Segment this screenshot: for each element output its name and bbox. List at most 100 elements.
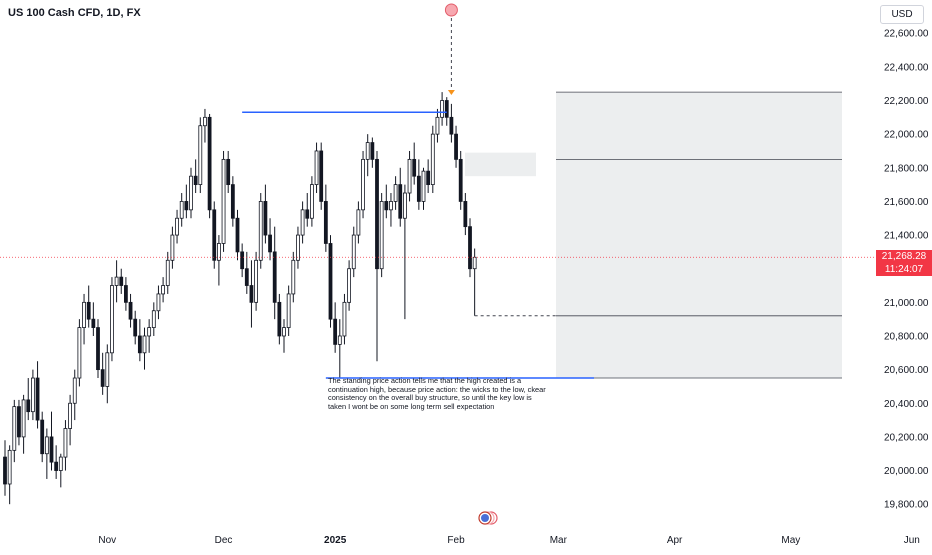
candle-body-18 [86, 301, 91, 320]
candle-body-54 [254, 259, 259, 303]
candle-body-100 [468, 226, 472, 270]
candle-body-15 [72, 377, 77, 404]
candle-body-95 [444, 100, 449, 118]
candle-body-0 [3, 456, 7, 485]
time-tick-label: May [781, 535, 800, 546]
price-tick-label: 22,400.00 [884, 62, 929, 73]
candle-body-38 [179, 201, 184, 219]
candle-body-4 [21, 399, 26, 438]
candle-body-78 [365, 142, 370, 160]
zones-layer [465, 91, 842, 379]
candle-body-49 [230, 184, 235, 219]
candle-body-69 [323, 201, 328, 244]
candle-body-80 [375, 158, 379, 270]
brain-icon [444, 3, 458, 17]
candle-body-28 [133, 318, 138, 337]
currency-selector[interactable]: USD [880, 5, 924, 24]
high-marker-triangle [447, 90, 455, 95]
candle-body-56 [263, 201, 268, 236]
candle-body-2 [12, 406, 17, 451]
price-tick-label: 20,200.00 [884, 432, 929, 443]
candle-body-52 [244, 268, 249, 286]
candle-body-37 [175, 217, 179, 236]
candle-body-53 [249, 285, 254, 303]
bar-countdown: 11:24:07 [884, 264, 924, 276]
price-tick-label: 21,400.00 [884, 231, 929, 242]
candle-body-48 [226, 158, 231, 186]
candle-body-33 [156, 293, 161, 312]
candle-body-74 [347, 268, 352, 303]
candle-body-6 [30, 377, 35, 413]
candle-body-47 [221, 158, 226, 244]
price-tick-label: 20,000.00 [884, 466, 929, 477]
candle-body-20 [96, 327, 100, 371]
flag-events-icon-center [481, 514, 489, 522]
candle-body-62 [291, 259, 296, 295]
candle-body-51 [240, 251, 245, 270]
candle-body-40 [189, 175, 193, 211]
candle-body-91 [426, 170, 431, 186]
current-price-value: 21,268.28 [881, 251, 927, 263]
candle-body-45 [212, 209, 217, 261]
price-tick-label: 20,400.00 [884, 399, 929, 410]
candle-body-34 [161, 285, 166, 295]
time-tick-label: Apr [667, 535, 683, 546]
candle-body-25 [119, 276, 124, 286]
candle-body-35 [165, 259, 170, 286]
candle-body-61 [286, 293, 291, 328]
candle-body-3 [17, 406, 21, 438]
candle-body-64 [300, 209, 305, 236]
price-tick-label: 21,800.00 [884, 163, 929, 174]
candle-body-27 [128, 301, 133, 320]
candle-body-71 [333, 318, 338, 345]
candle-body-19 [91, 318, 96, 328]
candle-body-75 [351, 234, 356, 270]
candle-body-26 [124, 285, 128, 303]
time-axis: Nov Dec 2025 Feb Mar Apr May Jun [98, 535, 919, 546]
candle-body-39 [184, 201, 189, 211]
time-tick-label: Jun [904, 535, 920, 546]
candle-body-57 [268, 234, 272, 253]
candle-body-5 [26, 399, 31, 413]
price-tick-label: 22,000.00 [884, 130, 929, 141]
candle-body-98 [458, 158, 463, 202]
candle-body-1 [7, 449, 12, 485]
price-tick-label: 20,800.00 [884, 331, 929, 342]
time-tick-label: Nov [98, 535, 116, 546]
candle-body-97 [454, 133, 458, 160]
candle-body-65 [305, 209, 310, 219]
candle-body-63 [296, 234, 300, 261]
marks-layer [444, 3, 498, 525]
candle-body-46 [216, 243, 221, 261]
candle-body-44 [207, 116, 212, 211]
candle-body-24 [114, 276, 119, 286]
candle-body-93 [435, 116, 440, 135]
candle-body-30 [142, 335, 147, 354]
candle-body-7 [35, 377, 40, 421]
supply-zone [465, 152, 536, 177]
candle-body-21 [100, 369, 105, 387]
price-tick-label: 22,600.00 [884, 29, 929, 40]
candle-body-72 [337, 335, 342, 345]
candle-body-76 [356, 209, 361, 236]
candle-body-94 [440, 100, 445, 118]
candle-body-86 [402, 192, 407, 219]
time-tick-label: Feb [447, 535, 465, 546]
levels-layer [0, 111, 875, 379]
candle-body-60 [282, 327, 286, 337]
candle-body-87 [407, 158, 412, 194]
candle-body-90 [421, 170, 426, 202]
candle-body-22 [105, 352, 110, 387]
candle-body-10 [49, 436, 54, 463]
candle-body-11 [54, 461, 59, 471]
candle-body-17 [82, 301, 86, 328]
candle-body-73 [342, 301, 347, 337]
candle-body-77 [361, 158, 365, 211]
candle-body-79 [370, 142, 375, 160]
candle-body-31 [147, 327, 152, 337]
annotation-text[interactable]: The standing price action tells me that … [328, 376, 546, 411]
candle-body-23 [110, 285, 114, 354]
time-tick-label: Dec [215, 535, 233, 546]
